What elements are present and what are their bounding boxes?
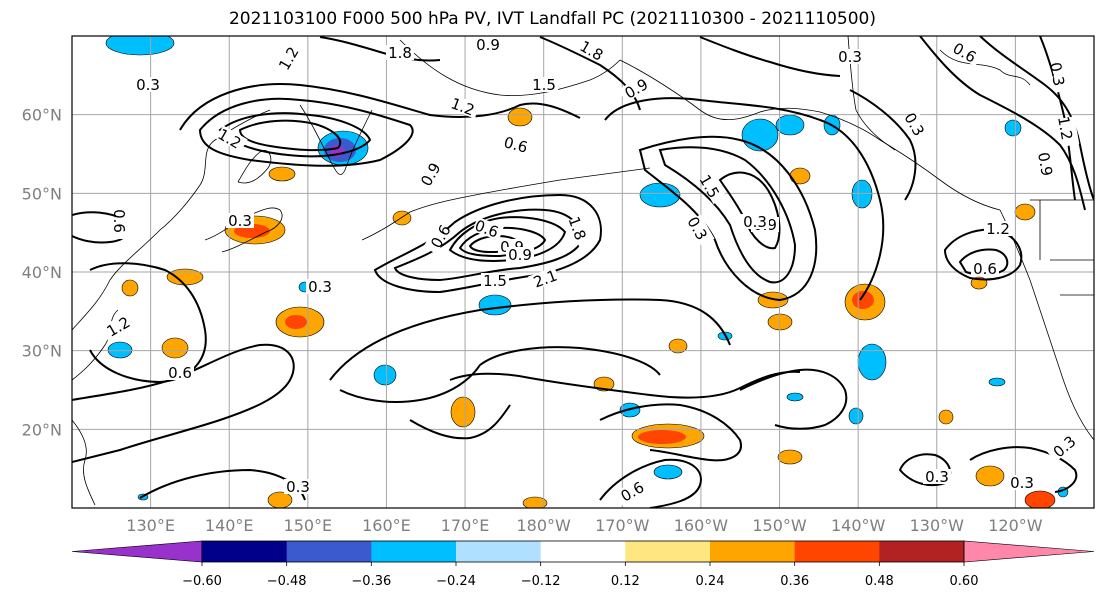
lat-tick-label: 40°N [22, 263, 62, 282]
colorbar-swatch [625, 541, 711, 562]
contour-labels: 1.2 0.9 1.80.3 1.51.20.30.61.21.51.80.90.60… [100, 36, 1080, 506]
map-title: 2021103100 F000 500 hPa PV, IVT Landfall… [228, 9, 876, 29]
lon-tick-label: 140°W [831, 516, 886, 535]
lon-tick-label: 130°E [126, 516, 175, 535]
contour-label: 0.3 [136, 76, 160, 94]
lon-tick-label: 180°W [517, 516, 572, 535]
contour-label: 0.3 [1010, 474, 1034, 492]
colorbar-swatch [540, 541, 626, 562]
lon-tick-label: 160°W [674, 516, 729, 535]
contour-label: 0.6 [973, 260, 997, 278]
lon-tick-label: 140°E [205, 516, 254, 535]
contour-label: 1.2 [986, 220, 1010, 238]
lon-tick-label: 120°W [988, 516, 1043, 535]
contour-label: 0.6 [110, 209, 128, 233]
lat-tick-label: 50°N [22, 184, 62, 203]
contour-label: 0.9 [1034, 151, 1056, 178]
colorbar-tick-label: −0.24 [436, 574, 476, 589]
colorbar-tick-label: −0.60 [182, 574, 222, 589]
colorbar-tick-label: −0.48 [267, 574, 307, 589]
map-border [71, 35, 1095, 509]
contour-label: 0.3 [308, 278, 332, 296]
lon-tick-label: 160°E [362, 516, 411, 535]
contour-label: 0.3 [286, 478, 310, 496]
colorbar-swatch [371, 541, 457, 562]
colorbar-swatch [202, 541, 288, 562]
colorbar-tick-label: 0.12 [611, 574, 640, 589]
contour-label: 0.3 [743, 213, 767, 231]
contour-label: 1.8 [388, 44, 412, 62]
lon-tick-label: 170°E [441, 516, 490, 535]
gridlines [72, 36, 1094, 508]
lat-tick-label: 60°N [22, 106, 62, 125]
colorbar-swatch [456, 541, 542, 562]
colorbar-tick-label: −0.36 [351, 574, 391, 589]
lon-tick-label: 150°E [284, 516, 333, 535]
colorbar: −0.60 −0.48 −0.36 −0.24 −0.12 0.12 0.24 0.36 0.4… [71, 540, 1095, 589]
contour-label: 1.5 [483, 272, 507, 290]
colorbar-swatch [710, 541, 796, 562]
contour-label: 0.6 [502, 133, 530, 157]
colorbar-swatch [879, 541, 965, 562]
colorbar-outline [201, 540, 965, 563]
colorbar-tick-label: 0.48 [865, 574, 894, 589]
lat-tick-label: 30°N [22, 342, 62, 361]
contour-label: 0.3 [925, 468, 949, 486]
colorbar-tick-label: 0.36 [780, 574, 809, 589]
contour-label: 0.6 [168, 364, 192, 382]
contour-label: 1.2 [1054, 115, 1076, 142]
contour-label: 0.9 [508, 246, 532, 264]
coastlines [72, 36, 1094, 506]
lon-tick-label: 170°W [595, 516, 650, 535]
contour-label: 0.3 [228, 212, 252, 230]
lon-tick-label: 150°W [752, 516, 807, 535]
colorbar-tick-label: −0.12 [521, 574, 561, 589]
latitude-labels: 20°N 30°N 40°N 50°N 60°N [22, 106, 62, 440]
colorbar-extend-min [71, 540, 203, 563]
lat-tick-label: 20°N [22, 420, 62, 439]
colorbar-extend-max [963, 540, 1095, 563]
lon-tick-label: 130°W [910, 516, 965, 535]
colorbar-swatch [286, 541, 372, 562]
colorbar-tick-label: 0.60 [950, 574, 979, 589]
contour-label: 0.3 [1046, 61, 1068, 88]
contour-label: 1.5 [532, 76, 556, 94]
contour-label: 0.3 [838, 48, 862, 66]
colorbar-tick-label: 0.24 [696, 574, 725, 589]
colorbar-swatch [794, 541, 880, 562]
longitude-labels: 130°E 140°E 150°E 160°E 170°E 180°W 170°W 160°W… [126, 516, 1042, 535]
contour-label: 0.9 [476, 36, 500, 54]
